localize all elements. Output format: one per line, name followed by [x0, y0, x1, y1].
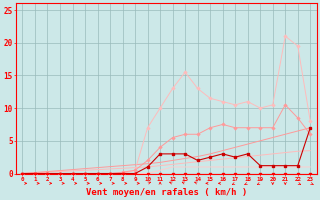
X-axis label: Vent moyen/en rafales ( km/h ): Vent moyen/en rafales ( km/h ): [86, 188, 247, 197]
